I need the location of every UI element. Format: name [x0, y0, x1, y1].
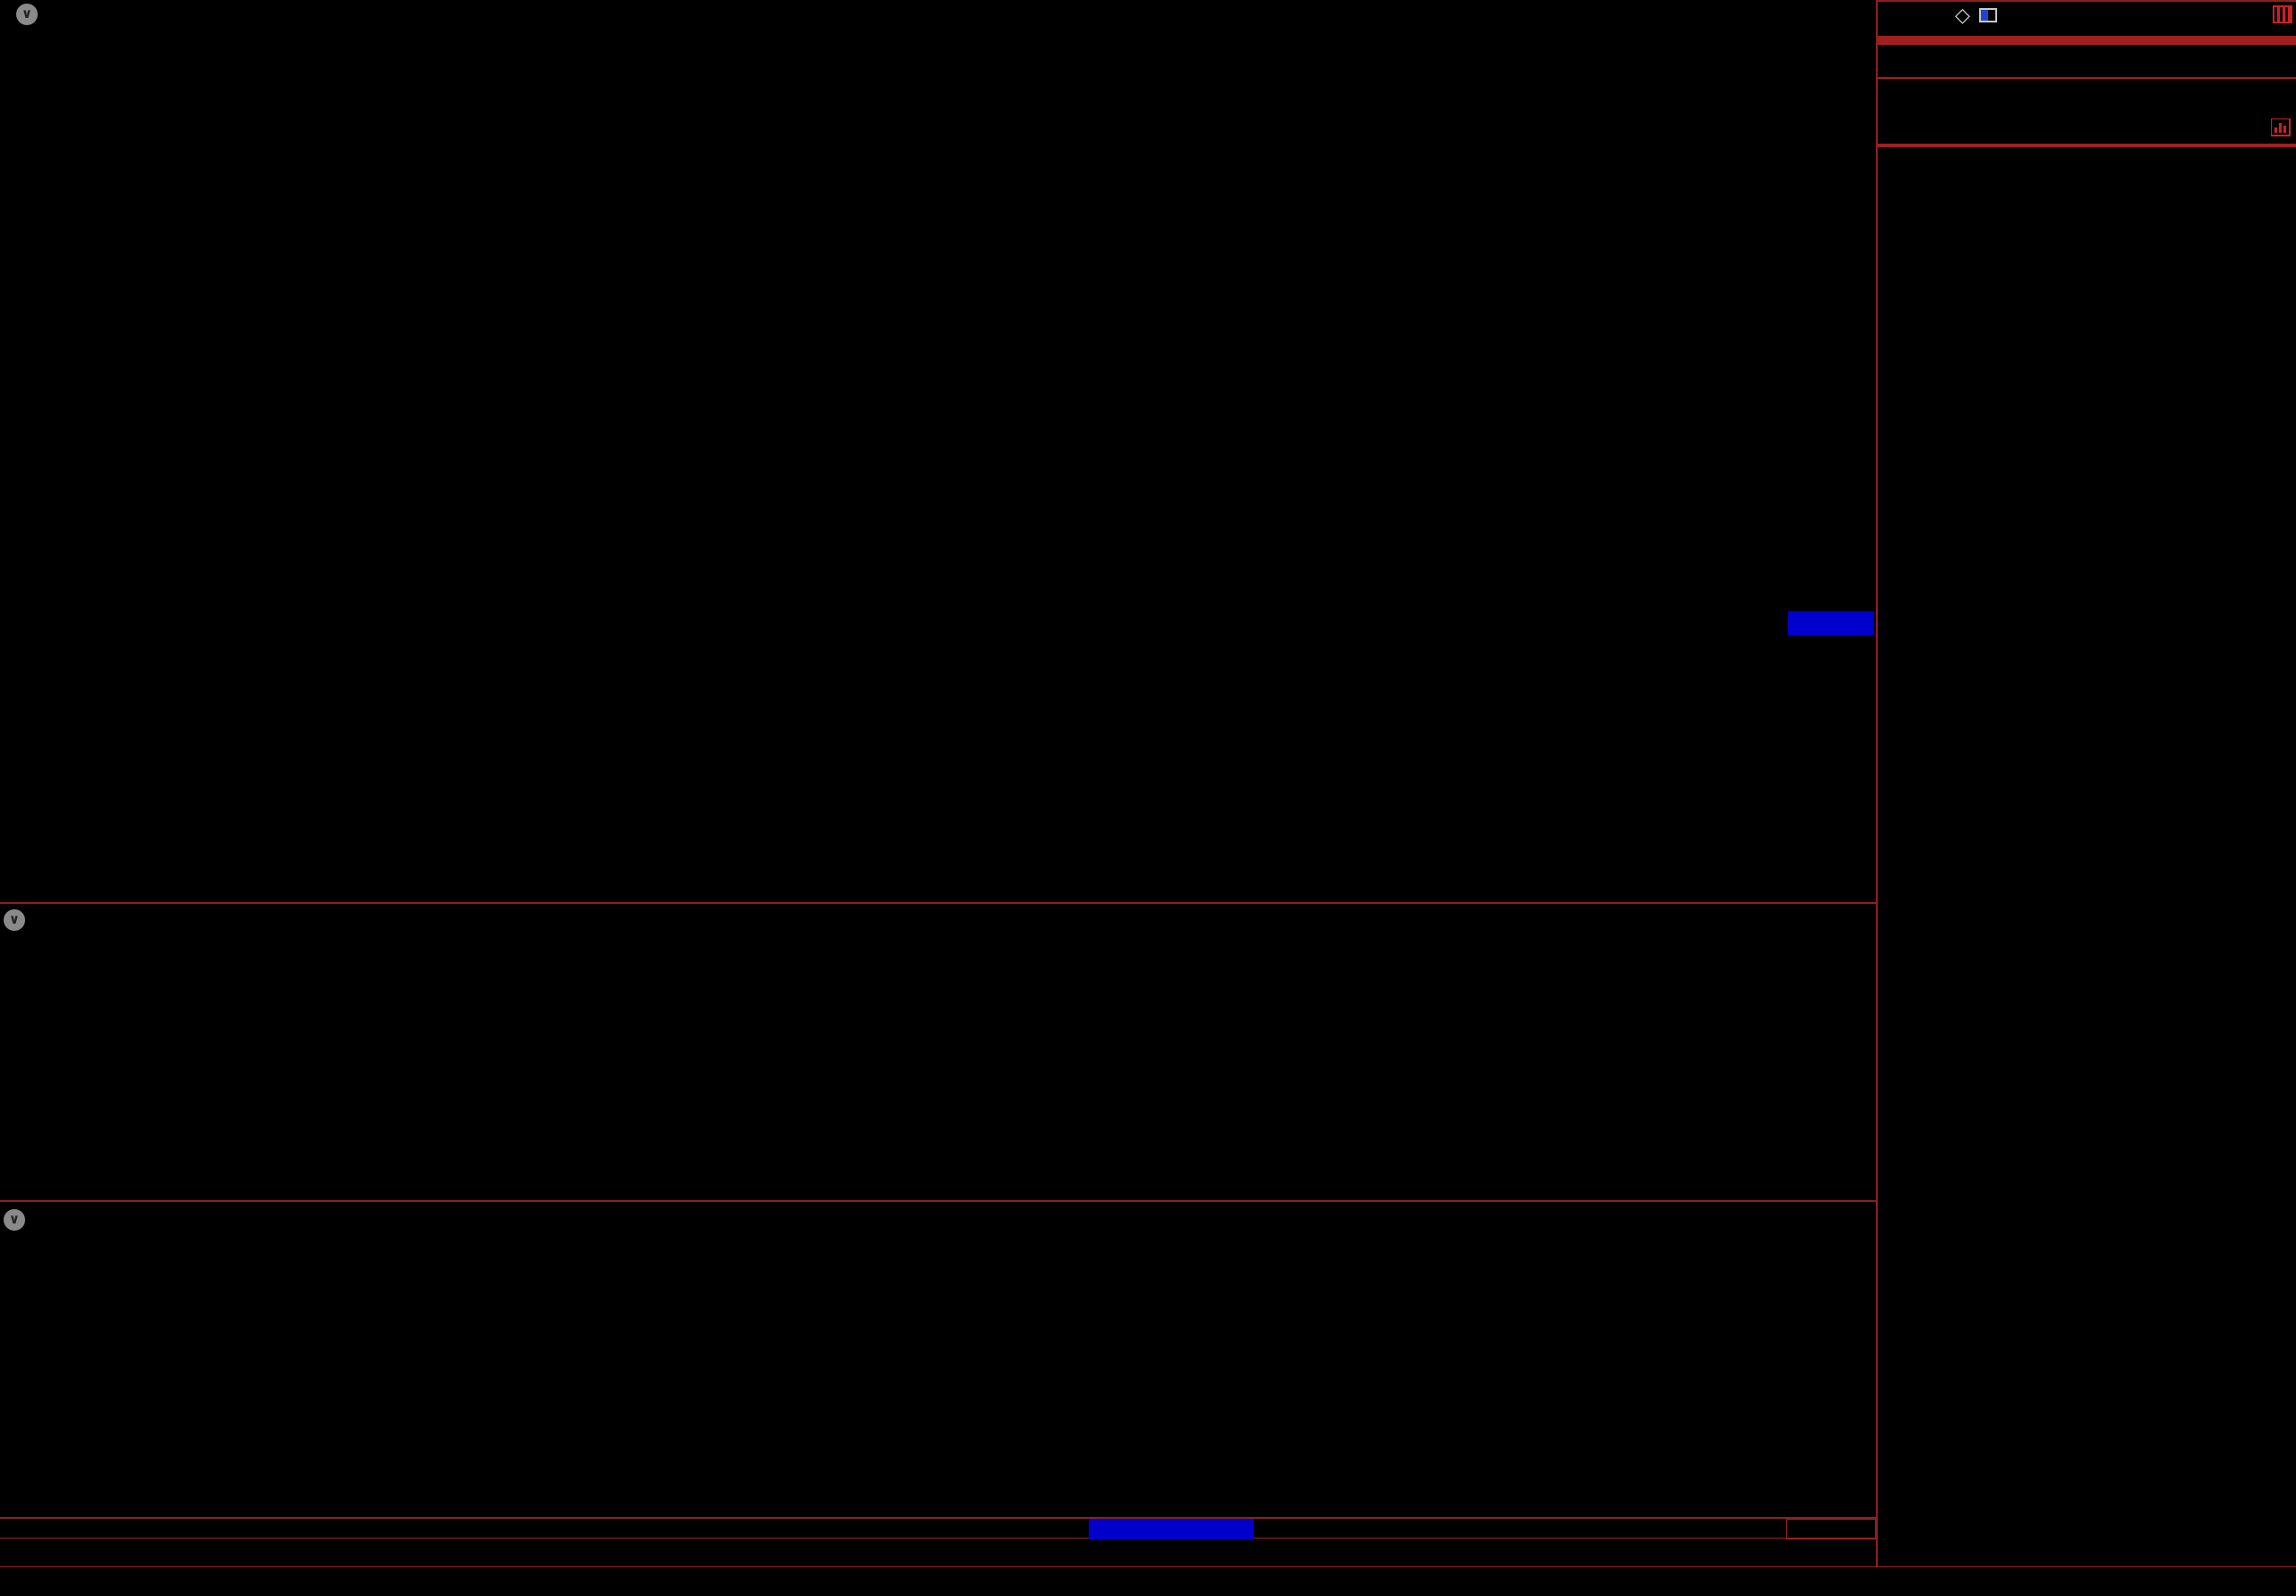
quote-panel — [1876, 0, 2296, 1566]
split-pane-icon[interactable] — [1978, 8, 1997, 22]
volume-header: ∨ — [4, 908, 25, 933]
indicator-toolbar — [0, 1538, 1876, 1566]
collapse-icon[interactable]: ∨ — [4, 1209, 25, 1231]
chart-column: ∨ ◇ ∨ ∨ — [0, 0, 1997, 1566]
candlestick-chart-canvas[interactable] — [0, 0, 1876, 902]
mini-kline-icon[interactable] — [2273, 5, 2292, 23]
divider — [1878, 145, 2296, 147]
tick-trade-list[interactable] — [1878, 180, 2296, 858]
divider — [1878, 144, 2296, 145]
period-selector[interactable] — [1786, 1519, 1876, 1539]
date-axis — [0, 1517, 1876, 1539]
pane-toggle-icons: ◇ — [1955, 4, 1997, 27]
volume-chart-canvas[interactable] — [0, 904, 1876, 1200]
main-chart-pane[interactable]: ∨ ◇ — [0, 0, 1997, 902]
divider — [1878, 38, 2296, 39]
trade-status — [1878, 79, 2296, 111]
macd-header: ∨ — [4, 1207, 25, 1232]
divider — [1878, 77, 2296, 79]
diamond-icon[interactable]: ◇ — [1955, 4, 1970, 26]
bottom-status-bar — [0, 1566, 2296, 1596]
after-hours-chart-icon[interactable] — [2271, 118, 2291, 136]
weibi-row — [1878, 2, 2296, 38]
collapse-icon[interactable]: ∨ — [16, 4, 38, 25]
company-note — [1878, 45, 2296, 77]
macd-pane[interactable]: ∨ — [0, 1200, 1876, 1517]
cursor-price-label — [1788, 611, 1874, 636]
volume-pane[interactable]: ∨ — [0, 902, 1876, 1200]
divider — [1878, 39, 2296, 41]
divider — [1878, 41, 2296, 43]
main-chart-header: ∨ — [4, 2, 38, 27]
divider — [1878, 43, 2296, 45]
after-hours-row — [1878, 111, 2296, 144]
collapse-icon[interactable]: ∨ — [4, 909, 25, 931]
cursor-date-label — [1089, 1519, 1254, 1539]
macd-chart-canvas[interactable] — [0, 1202, 1876, 1517]
